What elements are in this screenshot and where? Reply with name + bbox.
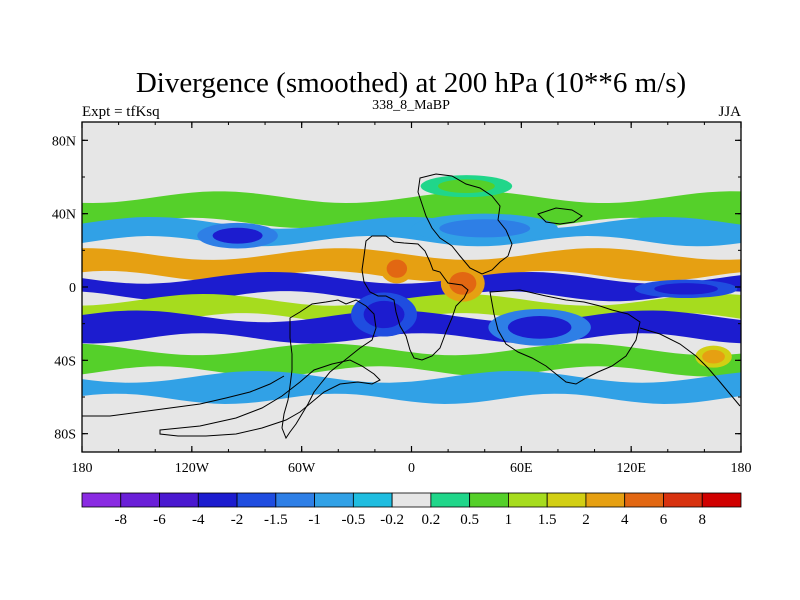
maritime-continent-coastline bbox=[489, 289, 641, 385]
x-tick-label: 60E bbox=[510, 461, 533, 476]
colorbar-swatch bbox=[508, 492, 548, 508]
colorbar-swatch bbox=[275, 492, 315, 508]
colorbar-swatch bbox=[663, 492, 703, 508]
colorbar-swatch bbox=[159, 492, 199, 508]
x-tick-label: 120E bbox=[616, 461, 646, 476]
blob-atlantic-blue-core bbox=[363, 300, 405, 329]
colorbar-label: 0.2 bbox=[422, 512, 441, 528]
colorbar-swatch bbox=[120, 492, 160, 508]
y-tick-label: 80S bbox=[54, 428, 76, 443]
colorbar-swatch bbox=[352, 492, 393, 508]
divergence-field bbox=[82, 122, 741, 452]
colorbar-label: 2 bbox=[582, 512, 590, 528]
colorbar-swatch bbox=[81, 492, 122, 508]
colorbar-swatch bbox=[624, 492, 664, 508]
blob-arctic-ring-green bbox=[438, 179, 495, 193]
colorbar-label: 1.5 bbox=[538, 512, 557, 528]
blob-pacific-blue-equatorial bbox=[654, 283, 718, 295]
australia-south-coastline bbox=[639, 327, 741, 407]
colorbar-swatch bbox=[585, 492, 626, 508]
colorbar-swatch bbox=[430, 492, 471, 508]
band-s-high-blue bbox=[82, 371, 741, 404]
colorbar-label: -0.5 bbox=[341, 512, 365, 528]
band-s-midlat-green bbox=[82, 343, 741, 377]
band-n-subtropical-green bbox=[82, 191, 741, 228]
south-america-coastline bbox=[281, 299, 377, 440]
colorbar-label: 1 bbox=[505, 512, 513, 528]
colorbar-swatch bbox=[236, 492, 277, 508]
chart-title: Divergence (smoothed) at 200 hPa (10**6 … bbox=[136, 67, 686, 99]
colorbar-label: 0.5 bbox=[460, 512, 479, 528]
season-label: JJA bbox=[718, 104, 741, 120]
colorbar-swatch bbox=[197, 492, 238, 508]
x-tick-label: 60W bbox=[288, 461, 316, 476]
africa-coastline bbox=[361, 235, 469, 361]
blob-pacific-south-orange bbox=[702, 349, 725, 364]
y-tick-label: 40N bbox=[52, 208, 76, 223]
blob-east-africa-orange bbox=[449, 271, 477, 295]
x-tick-label: 0 bbox=[408, 461, 415, 476]
blob-pacific-east-blue bbox=[212, 227, 263, 244]
colorbar-swatch bbox=[469, 492, 509, 508]
y-tick-label: 0 bbox=[69, 281, 76, 296]
asia-east-coastline bbox=[537, 207, 583, 225]
colorbar-label: -0.2 bbox=[380, 512, 404, 528]
blob-eurasia-blue bbox=[439, 219, 531, 238]
colorbar-label: 6 bbox=[660, 512, 668, 528]
x-tick-label: 180 bbox=[731, 461, 752, 476]
band-equatorial-blue bbox=[82, 272, 741, 302]
colorbar-swatch bbox=[701, 492, 742, 508]
center-label: 338_8_MaBP bbox=[372, 98, 450, 113]
y-tick-label: 80N bbox=[52, 134, 76, 149]
colorbar-swatch bbox=[391, 492, 432, 508]
coastline-outline bbox=[82, 173, 741, 440]
colorbar-label: 8 bbox=[698, 512, 706, 528]
colorbar-label: -6 bbox=[153, 512, 166, 528]
colorbar-swatch bbox=[546, 492, 587, 508]
axes: 180 120W 60W 0 60E 120E 180 80N 40N 0 40S 80S bbox=[52, 122, 752, 476]
colorbar-label: -2 bbox=[231, 512, 244, 528]
eurasia-coastline bbox=[417, 173, 513, 275]
colorbar-label: -1 bbox=[308, 512, 321, 528]
colorbar-swatch bbox=[314, 492, 354, 508]
colorbar-label: 4 bbox=[621, 512, 629, 528]
colorbar-label: -4 bbox=[192, 512, 205, 528]
blob-africa-west-red bbox=[386, 259, 408, 278]
y-tick-label: 40S bbox=[54, 354, 76, 369]
experiment-label: Expt = tfKsq bbox=[82, 104, 160, 120]
colorbar-label: -8 bbox=[115, 512, 128, 528]
colorbar: -8 -6 -4 -2 -1.5 -1 -0.5 -0.2 0.2 0.5 1 1.5 2 4 6 8 bbox=[81, 492, 742, 528]
x-tick-label: 180 bbox=[72, 461, 93, 476]
antarctic-coastline-west bbox=[82, 375, 285, 417]
colorbar-label: -1.5 bbox=[264, 512, 288, 528]
antarctic-peninsula-coastline bbox=[159, 359, 381, 437]
blob-indian-ocean-blue bbox=[507, 315, 572, 339]
x-tick-label: 120W bbox=[175, 461, 210, 476]
